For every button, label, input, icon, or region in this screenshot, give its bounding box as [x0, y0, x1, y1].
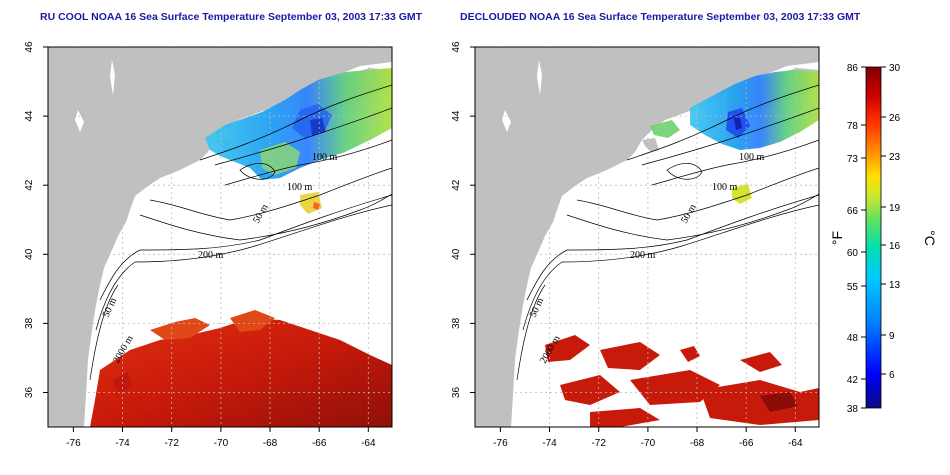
celsius-tick-labels: 30 26 23 19 16 13 9 6	[889, 63, 901, 381]
x-tick-label: -64	[788, 438, 803, 449]
fahrenheit-tick-label: 86	[847, 63, 859, 74]
graticule	[475, 47, 819, 427]
celsius-tick-label: 23	[889, 152, 901, 163]
x-tick-label: -72	[591, 438, 606, 449]
y-tick-label: 38	[24, 317, 35, 329]
fahrenheit-tick-label: 66	[847, 206, 859, 217]
fahrenheit-tick-label: 73	[847, 154, 859, 165]
sst-warm-field	[90, 318, 392, 427]
celsius-tick-label: 9	[889, 331, 895, 342]
celsius-tick-label: 30	[889, 63, 901, 74]
x-tick-label: -76	[66, 438, 81, 449]
contour-label-100m-lower: 100 m	[712, 182, 738, 193]
contour-label-100m-upper: 100 m	[739, 152, 765, 163]
contour-label-200m: 200 m	[198, 250, 224, 261]
fahrenheit-tick-label: 38	[847, 404, 859, 415]
right-sst-map: 100 m 100 m 50 m 200 m 50 m 2000 m	[475, 47, 819, 427]
x-tick-label: -66	[312, 438, 327, 449]
colorbar-gradient	[865, 66, 882, 409]
y-tick-label: 46	[24, 41, 35, 53]
right-map-frame	[474, 46, 820, 428]
y-tick-label: 38	[451, 317, 462, 329]
fahrenheit-unit-label: °F	[829, 231, 845, 245]
fahrenheit-tick-labels: 86 78 73 66 60 55 48 42 38	[847, 63, 859, 415]
x-tick-label: -68	[263, 438, 278, 449]
left-panel-title: RU COOL NOAA 16 Sea Surface Temperature …	[40, 11, 423, 23]
bathymetry-contours	[516, 84, 819, 381]
celsius-tick-label: 26	[889, 113, 901, 124]
x-tick-label: -72	[164, 438, 179, 449]
bathymetry-contours	[89, 84, 392, 381]
y-tick-label: 46	[451, 41, 462, 53]
temperature-colorbar: 86 78 73 66 60 55 48 42 38 30 26 23 19 1…	[829, 63, 938, 415]
celsius-tick-label: 16	[889, 241, 901, 252]
contour-label-200m: 200 m	[630, 250, 656, 261]
y-tick-label: 36	[24, 387, 35, 399]
y-tick-label: 40	[24, 248, 35, 260]
y-tick-label: 42	[451, 179, 462, 191]
x-tick-label: -70	[641, 438, 656, 449]
y-tick-label: 42	[24, 179, 35, 191]
cape-cod	[642, 138, 659, 152]
celsius-tick-label: 19	[889, 203, 901, 214]
left-x-tick-labels: -76 -74 -72 -70 -68 -66 -64	[66, 438, 376, 449]
fahrenheit-tick-label: 48	[847, 333, 859, 344]
y-tick-label: 44	[24, 110, 35, 122]
y-tick-label: 40	[451, 248, 462, 260]
x-tick-label: -64	[361, 438, 376, 449]
left-y-tick-labels: 46 44 42 40 38 36	[24, 41, 35, 398]
land-mass	[475, 47, 819, 427]
celsius-tick-label: 13	[889, 280, 901, 291]
right-panel-title: DECLOUDED NOAA 16 Sea Surface Temperatur…	[460, 11, 861, 23]
celsius-unit-label: °C	[922, 230, 938, 246]
contour-label-100m-upper: 100 m	[312, 152, 338, 163]
x-tick-label: -76	[493, 438, 508, 449]
left-axis-ticks	[43, 46, 369, 432]
x-tick-label: -68	[690, 438, 705, 449]
sst-cool-field	[690, 70, 819, 150]
x-tick-label: -74	[542, 438, 557, 449]
colorbar-ticks	[861, 66, 886, 409]
fahrenheit-tick-label: 42	[847, 375, 859, 386]
y-tick-label: 36	[451, 387, 462, 399]
fahrenheit-tick-label: 55	[847, 282, 859, 293]
celsius-tick-label: 6	[889, 370, 895, 381]
x-tick-label: -70	[214, 438, 229, 449]
land-mass	[48, 47, 392, 427]
fahrenheit-tick-label: 78	[847, 121, 859, 132]
left-sst-map: 100 m 100 m 50 m 200 m 50 m 2000 m	[48, 47, 392, 427]
y-tick-label: 44	[451, 110, 462, 122]
x-tick-label: -74	[115, 438, 130, 449]
fahrenheit-tick-label: 60	[847, 248, 859, 259]
right-x-tick-labels: -76 -74 -72 -70 -68 -66 -64	[493, 438, 803, 449]
x-tick-label: -66	[739, 438, 754, 449]
right-y-tick-labels: 46 44 42 40 38 36	[451, 41, 462, 398]
left-map-frame	[47, 46, 393, 428]
right-axis-ticks	[470, 46, 796, 432]
contour-label-100m-lower: 100 m	[287, 182, 313, 193]
sst-warm-patches	[545, 335, 819, 427]
